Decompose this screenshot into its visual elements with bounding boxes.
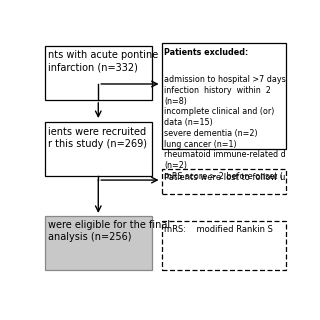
Text: nts with acute pontine
infarction (n=332): nts with acute pontine infarction (n=332… [48, 50, 158, 72]
FancyBboxPatch shape [45, 46, 152, 100]
Text: were eligible for the final
analysis (n=256): were eligible for the final analysis (n=… [48, 220, 170, 242]
Text: Patients were lost to follow u: Patients were lost to follow u [164, 173, 286, 182]
Text: ients were recruited
r this study (n=269): ients were recruited r this study (n=269… [48, 127, 147, 148]
FancyBboxPatch shape [162, 169, 285, 194]
FancyBboxPatch shape [162, 43, 285, 149]
Text: mRS:    modified Rankin S: mRS: modified Rankin S [164, 225, 273, 234]
Text: admission to hospital >7 days
infection  history  within  2
(n=8)
incomplete cli: admission to hospital >7 days infection … [164, 75, 286, 181]
FancyBboxPatch shape [162, 221, 285, 270]
FancyBboxPatch shape [45, 216, 152, 270]
Text: Patients excluded:: Patients excluded: [164, 48, 249, 57]
FancyBboxPatch shape [45, 122, 152, 176]
